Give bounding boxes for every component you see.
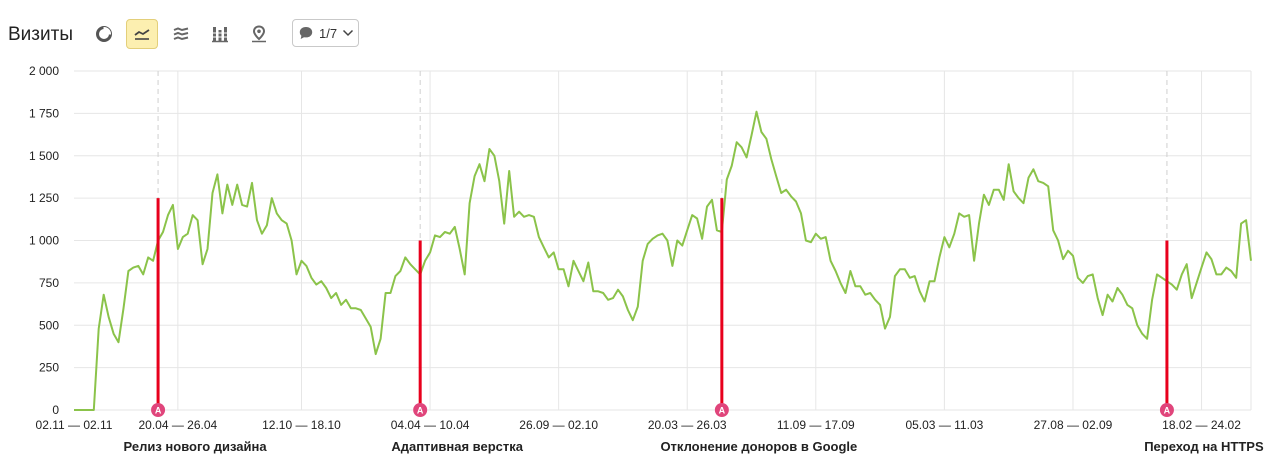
map-button[interactable] (243, 19, 275, 49)
y-tick-label: 2 000 (29, 64, 59, 78)
comment-icon (299, 27, 313, 39)
x-tick-label: 18.02 — 24.02 (1162, 418, 1241, 432)
annotation-label: Релиз нового дизайна (124, 439, 268, 454)
chart-toolbar: Визиты (0, 15, 1282, 53)
annotation-badge (1159, 403, 1174, 417)
map-pin-icon (252, 25, 266, 43)
chart-title: Визиты (8, 24, 73, 45)
annotation-label: Адаптивная верстка (391, 439, 523, 454)
x-tick-label: 11.09 — 17.09 (777, 418, 855, 432)
stacked-area-icon (173, 27, 189, 41)
annotation-badge-letter: A (155, 406, 162, 416)
line-chart: 0 250 500 750 1 000 1 250 1 500 1 750 2 000 02.11… (29, 64, 1264, 454)
x-tick-label: 12.10 — 18.10 (262, 418, 341, 432)
x-tick-label: 20.03 — 26.03 (648, 418, 727, 432)
annotation-badge-letter: A (719, 406, 726, 416)
line-chart-icon (134, 29, 150, 40)
x-tick-label: 05.03 — 11.03 (905, 418, 983, 432)
x-tick-label: 20.04 — 26.04 (138, 418, 217, 432)
y-tick-label: 500 (39, 318, 59, 332)
annotation-badge (151, 403, 166, 417)
x-tick-label: 04.04 — 10.04 (391, 418, 470, 432)
annotation-label: Переход на HTTPS (1144, 439, 1264, 454)
y-tick-label: 1 500 (29, 149, 59, 163)
y-tick-label: 0 (52, 403, 59, 417)
line-chart-button[interactable] (126, 19, 158, 49)
x-tick-label: 02.11 — 02.11 (36, 418, 113, 432)
x-tick-label: 27.08 — 02.09 (1034, 418, 1113, 432)
series-line (74, 110, 1252, 411)
annotation-badge-letter: A (417, 406, 424, 416)
annotation-badge-letter: A (1164, 406, 1171, 416)
annotations-pager-label: 1/7 (319, 25, 338, 41)
y-tick-label: 1 250 (29, 191, 59, 205)
stacked-bar-button[interactable] (204, 19, 236, 49)
annotations-pager[interactable]: 1/7 (292, 19, 359, 47)
stacked-bar-icon (212, 27, 228, 43)
annotation-badge (413, 403, 428, 417)
annotation-label: Отклонение доноров в Google (660, 439, 857, 454)
stacked-area-button[interactable] (165, 19, 197, 49)
y-tick-label: 1 000 (29, 234, 59, 248)
annotation-badge (714, 403, 729, 417)
y-tick-label: 1 750 (29, 106, 59, 120)
pie-chart-icon (96, 26, 112, 42)
y-tick-label: 250 (39, 361, 59, 375)
y-tick-label: 750 (39, 276, 59, 290)
pie-chart-button[interactable] (88, 19, 120, 49)
chevron-down-icon (343, 29, 354, 37)
x-tick-label: 26.09 — 02.10 (519, 418, 598, 432)
